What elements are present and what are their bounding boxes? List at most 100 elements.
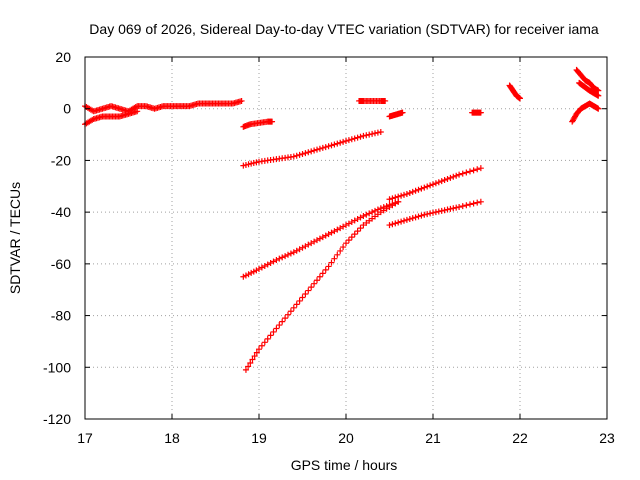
data-point	[256, 346, 262, 353]
data-point	[276, 322, 283, 329]
data-point	[245, 271, 252, 278]
data-point	[470, 167, 477, 174]
data-point	[474, 199, 481, 206]
data-point	[331, 141, 338, 148]
data-point	[253, 267, 260, 274]
y-tick-label: -60	[51, 256, 71, 272]
data-point	[466, 168, 473, 175]
series-arc-j	[469, 109, 484, 116]
data-point	[432, 180, 439, 187]
data-point	[287, 308, 294, 315]
data-point	[322, 266, 329, 273]
data-point	[363, 132, 370, 139]
data-point	[250, 160, 257, 167]
data-point	[459, 170, 466, 177]
series-arc-g	[386, 109, 406, 120]
data-point	[334, 251, 341, 258]
data-point	[444, 175, 451, 182]
data-point	[311, 147, 318, 154]
data-point	[354, 134, 361, 141]
data-point	[406, 189, 413, 196]
series-arc-k	[506, 82, 523, 102]
data-point	[360, 132, 367, 139]
data-point	[466, 201, 473, 208]
x-tick-label: 21	[425, 430, 441, 446]
data-point	[389, 195, 396, 202]
data-point	[296, 297, 303, 304]
data-point	[287, 250, 294, 257]
data-point	[250, 268, 257, 275]
data-point	[421, 184, 428, 191]
data-point	[269, 118, 276, 125]
data-point	[357, 225, 364, 232]
data-point	[395, 193, 402, 200]
data-point	[279, 254, 286, 261]
series-arc-a	[82, 97, 245, 115]
series-arc-n	[569, 100, 602, 125]
data-point	[354, 228, 361, 235]
data-point	[251, 353, 258, 360]
data-point	[134, 108, 141, 115]
data-point	[302, 291, 309, 298]
data-point	[248, 269, 255, 276]
data-point	[282, 315, 289, 322]
data-point	[322, 144, 329, 151]
data-point	[316, 273, 323, 280]
data-point	[438, 178, 445, 185]
data-point	[299, 150, 306, 157]
data-point	[456, 171, 463, 178]
y-tick-label: 0	[63, 101, 71, 117]
data-point	[401, 191, 407, 198]
data-point	[399, 109, 406, 116]
x-tick-label: 18	[164, 430, 180, 446]
data-point	[421, 211, 428, 218]
data-point	[392, 220, 399, 227]
x-tick-label: 17	[77, 430, 93, 446]
chart-title: Day 069 of 2026, Sidereal Day-to-day VTE…	[89, 21, 599, 37]
data-point	[447, 205, 454, 212]
data-point	[245, 161, 252, 168]
data-point	[282, 253, 289, 260]
data-point	[267, 332, 274, 339]
data-point	[427, 182, 434, 189]
data-point	[377, 128, 384, 135]
series-arc-a-low	[82, 108, 141, 128]
data-point	[474, 166, 481, 173]
data-point	[444, 206, 451, 213]
data-point	[415, 186, 422, 193]
data-point	[453, 204, 460, 211]
data-point	[418, 185, 425, 192]
x-axis-label: GPS time / hours	[291, 457, 398, 473]
data-point	[453, 172, 460, 179]
x-tick-label: 22	[512, 430, 528, 446]
data-point	[595, 87, 602, 94]
data-point	[392, 194, 399, 201]
series-arc-h	[386, 165, 484, 203]
data-point	[270, 328, 277, 335]
y-tick-label: -80	[51, 308, 71, 324]
data-point	[369, 209, 376, 216]
data-point	[366, 210, 373, 217]
data-point	[517, 95, 523, 102]
data-point	[403, 216, 410, 223]
data-point	[238, 97, 245, 104]
data-point	[430, 181, 436, 188]
series-arc-f	[356, 97, 389, 104]
data-point	[395, 198, 402, 205]
data-point	[311, 280, 318, 287]
data-point	[331, 255, 338, 262]
data-point	[242, 366, 249, 373]
data-point	[595, 105, 602, 112]
data-point	[432, 209, 439, 216]
series-arc-c	[240, 128, 384, 169]
data-point	[290, 304, 297, 311]
data-point	[401, 217, 407, 224]
data-point	[296, 151, 303, 158]
data-point	[386, 196, 393, 203]
data-point	[325, 263, 332, 270]
data-point	[435, 208, 442, 215]
data-point	[293, 152, 300, 159]
data-point	[470, 200, 477, 207]
data-point	[293, 301, 300, 308]
